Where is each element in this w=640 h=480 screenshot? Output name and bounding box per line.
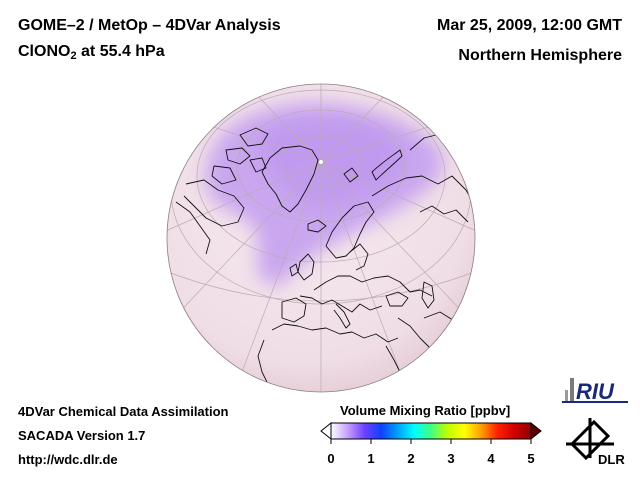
- colorbar-tick-label: 1: [367, 451, 375, 466]
- colorbar-title: Volume Mixing Ratio [ppbv]: [340, 403, 511, 418]
- graticule: [167, 84, 475, 392]
- region-label: Northern Hemisphere: [458, 47, 622, 64]
- analysis-date: Mar 25, 2009, 12:00 GMT: [437, 17, 622, 34]
- colorbar-gradient: [331, 423, 531, 439]
- footer-version-label: SACADA Version 1.7: [18, 428, 146, 443]
- colorbar-tick-label: 3: [447, 451, 455, 466]
- colorbar-tick-label: 5: [527, 451, 535, 466]
- colorbar-max-arrow: [530, 421, 542, 441]
- colorbar-tick-label: 0: [327, 451, 335, 466]
- riu-logo: RIU: [562, 378, 628, 404]
- footer-url-link[interactable]: http://wdc.dlr.de: [18, 452, 118, 467]
- colorbar-tick-label: 4: [487, 451, 495, 466]
- colorbar-min-arrow: [320, 421, 332, 441]
- map-title: GOME–2 / MetOp – 4DVar Analysis: [18, 17, 281, 34]
- species-level-title: ClONO2 at 55.4 hPa: [18, 43, 165, 62]
- svg-text:RIU: RIU: [576, 379, 615, 404]
- footer-assimilation-label: 4DVar Chemical Data Assimilation: [18, 404, 229, 419]
- colorbar-tick-label: 2: [407, 451, 415, 466]
- svg-text:DLR: DLR: [598, 452, 625, 466]
- dlr-logo: DLR: [566, 418, 625, 466]
- clono2-enhancement: [205, 102, 444, 285]
